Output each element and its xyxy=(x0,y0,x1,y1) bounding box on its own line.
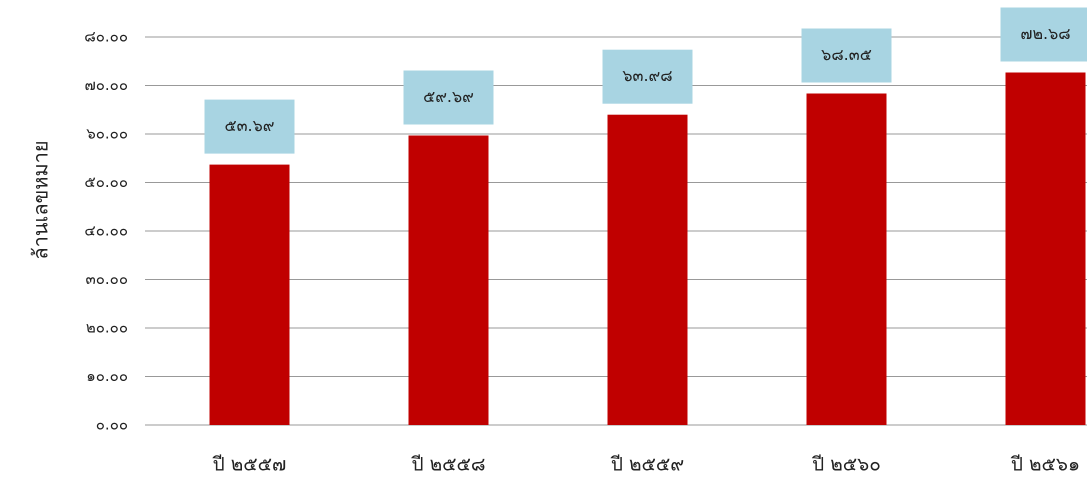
x-tick-label: ปี ๒๕๖๑ xyxy=(1010,454,1080,476)
value-label: ๕๙.๖๙ xyxy=(423,87,474,106)
y-tick-label: ๕๐.๐๐ xyxy=(84,173,128,191)
y-tick-label: ๘๐.๐๐ xyxy=(84,28,128,46)
value-label: ๖๘.๓๕ xyxy=(821,45,872,64)
y-tick-label: ๓๐.๐๐ xyxy=(86,270,129,288)
value-label: ๗๒.๖๘ xyxy=(1020,24,1070,43)
chart: ล้านเลขหมาย ๐.๐๐ ๑๐.๐๐ ๒๐.๐๐ ๓๐.๐๐ ๔๐.๐๐ ๕๐.๐… xyxy=(0,0,1087,500)
bar xyxy=(807,94,887,425)
y-tick-label: ๒๐.๐๐ xyxy=(86,319,128,337)
bar xyxy=(1006,73,1086,425)
x-tick-label: ปี ๒๕๕๘ xyxy=(411,454,486,476)
bar xyxy=(608,115,688,425)
y-tick-label: ๗๐.๐๐ xyxy=(84,76,128,94)
value-label: ๕๓.๖๙ xyxy=(224,116,274,135)
y-tick-label: ๐.๐๐ xyxy=(96,416,128,434)
y-tick-label: ๑๐.๐๐ xyxy=(86,367,128,385)
bar xyxy=(210,165,290,425)
y-tick-label: ๔๐.๐๐ xyxy=(84,222,128,240)
x-tick-label: ปี ๒๕๕๗ xyxy=(212,454,286,476)
value-label: ๖๓.๙๘ xyxy=(622,66,672,85)
x-tick-label: ปี ๒๕๕๙ xyxy=(610,454,684,476)
y-axis-title: ล้านเลขหมาย xyxy=(29,140,53,259)
x-tick-label: ปี ๒๕๖๐ xyxy=(811,454,880,476)
y-tick-label: ๖๐.๐๐ xyxy=(86,125,128,143)
bar xyxy=(409,136,489,425)
